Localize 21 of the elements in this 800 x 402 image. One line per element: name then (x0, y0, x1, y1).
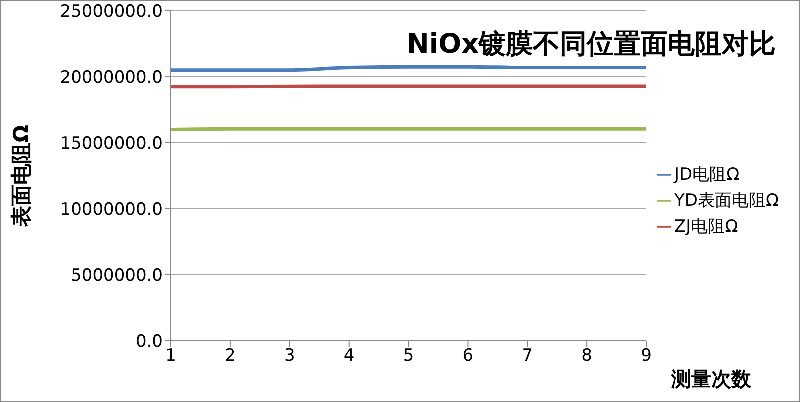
x-tick-label: 3 (284, 346, 296, 366)
y-tick-label: 10000000.0 (60, 200, 163, 220)
x-tick-label: 7 (522, 346, 534, 366)
y-tick-label: 15000000.0 (60, 134, 163, 154)
legend-label: ZJ电阻Ω (674, 217, 738, 237)
text: NiOx镀膜不同位置面电阻对比 (406, 29, 776, 60)
x-tick-label: 2 (225, 346, 236, 366)
x-tick-label: 6 (462, 346, 474, 366)
legend-label: JD电阻Ω (674, 165, 740, 185)
y-axis-title: 表面电阻Ω (9, 124, 34, 228)
x-tick-label: 1 (166, 346, 176, 366)
legend-label: YD表面电阻Ω (674, 191, 779, 211)
x-tick-label: 4 (344, 346, 355, 366)
x-tick-label: 9 (641, 346, 652, 366)
y-tick-label: 25000000.0 (60, 2, 163, 22)
y-tick-label: 0.0 (136, 332, 163, 352)
y-tick-label: 5000000.0 (71, 266, 163, 286)
x-tick-label: 5 (403, 346, 414, 366)
x-tick-label: 8 (582, 346, 593, 366)
y-tick-label: 20000000.0 (60, 68, 163, 88)
x-axis-title: 测量次数 (670, 367, 753, 391)
